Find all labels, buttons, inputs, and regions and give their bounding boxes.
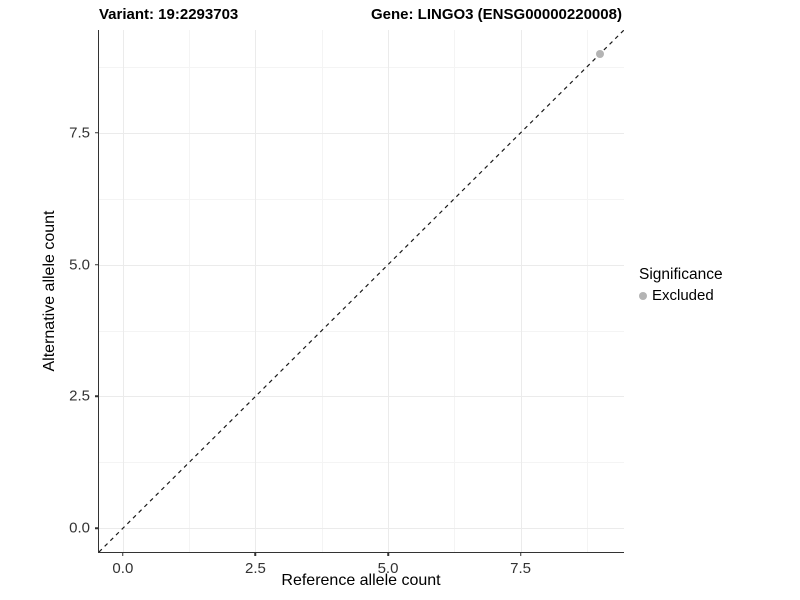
grid-minor-v bbox=[321, 30, 323, 552]
x-tick bbox=[387, 552, 389, 556]
legend-item-label: Excluded bbox=[652, 287, 714, 304]
y-tick-label: 5.0 bbox=[69, 256, 90, 274]
grid-minor-h bbox=[99, 66, 624, 68]
legend-item: Excluded bbox=[639, 287, 723, 304]
grid-major-v bbox=[388, 30, 389, 552]
legend: Significance Excluded bbox=[639, 266, 723, 304]
x-tick-label: 2.5 bbox=[245, 560, 266, 577]
y-tick bbox=[95, 132, 99, 134]
plot-title-gene: Gene: LINGO3 (ENSG00000220008) bbox=[371, 6, 622, 23]
grid-minor-v bbox=[189, 30, 191, 552]
x-tick-label: 7.5 bbox=[510, 560, 532, 577]
grid-minor-v bbox=[586, 30, 588, 552]
y-tick bbox=[95, 263, 99, 266]
y-tick bbox=[95, 395, 99, 398]
grid-minor-h bbox=[99, 330, 624, 332]
scatter-point bbox=[596, 49, 605, 58]
x-axis-title: Reference allele count bbox=[281, 572, 441, 589]
grid-major-h bbox=[99, 528, 624, 530]
y-tick bbox=[95, 527, 99, 530]
grid-major-h bbox=[99, 396, 624, 398]
legend-items: Excluded bbox=[639, 287, 723, 304]
identity-line bbox=[99, 30, 624, 552]
grid-major-h bbox=[99, 132, 624, 134]
plot-panel: 0.0 2.5 5.0 7.5 0.0 2.5 5.0 7.5 bbox=[69, 30, 624, 577]
y-tick-label: 0.0 bbox=[69, 519, 90, 537]
y-axis-title: Alternative allele count bbox=[41, 210, 58, 372]
x-tick bbox=[254, 552, 257, 556]
x-tick-label: 5.0 bbox=[377, 560, 399, 577]
plot-title-variant: Variant: 19:2293703 bbox=[99, 6, 239, 23]
grid-major-v bbox=[255, 30, 257, 552]
grid-major-v bbox=[122, 30, 124, 552]
grid-major-h bbox=[99, 264, 624, 266]
grid-minor-h bbox=[99, 198, 624, 200]
grid-minor-h bbox=[99, 462, 624, 464]
legend-key-dot bbox=[639, 291, 647, 300]
x-tick bbox=[519, 552, 522, 556]
legend-title: Significance bbox=[639, 266, 723, 283]
y-tick-label: 2.5 bbox=[69, 387, 90, 405]
y-tick-label: 7.5 bbox=[69, 124, 90, 142]
grid-major-v bbox=[520, 30, 522, 552]
x-tick-label: 0.0 bbox=[112, 560, 134, 577]
x-tick bbox=[122, 552, 124, 556]
grid-minor-v bbox=[454, 30, 456, 552]
